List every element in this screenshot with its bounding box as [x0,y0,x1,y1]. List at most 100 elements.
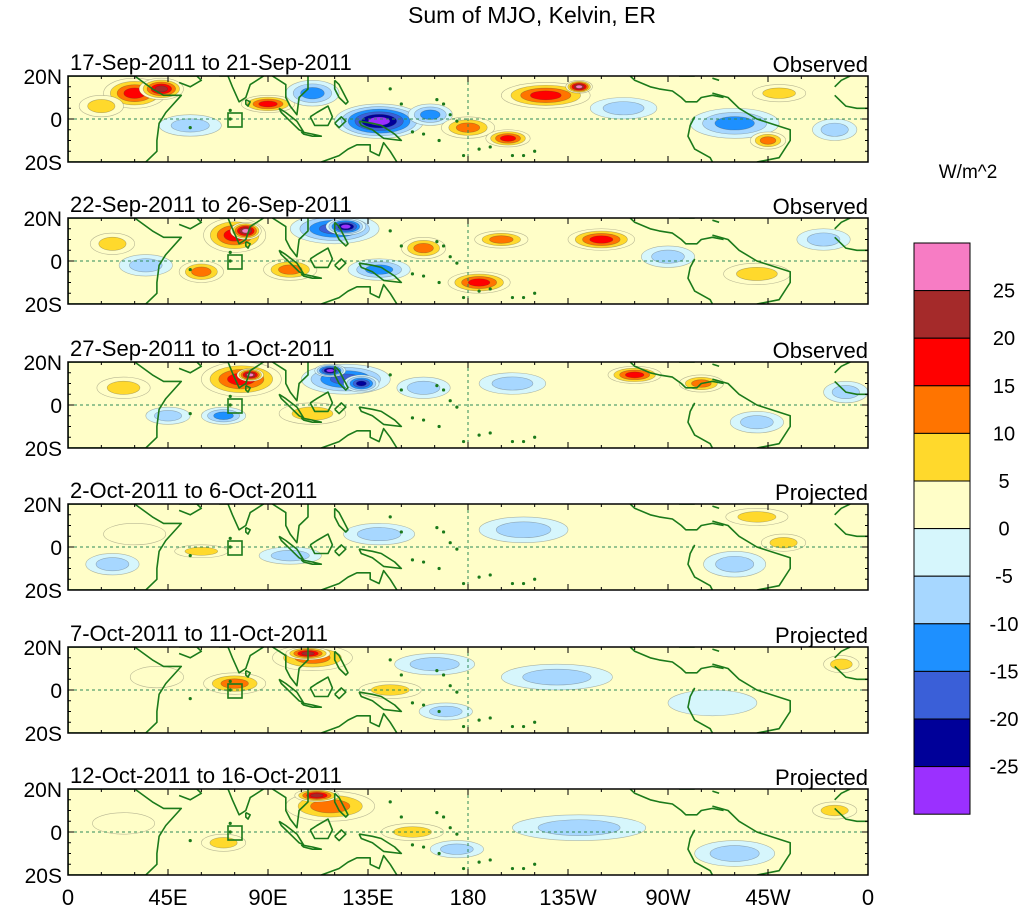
y-tick-label: 20N [23,208,62,231]
panel-period-label: 7-Oct-2011 to 11-Oct-2011 [70,621,328,646]
y-tick-label: 20S [25,580,62,603]
anomaly-blob-8-level-6 [340,224,351,229]
anomaly-blob-12-level-6 [575,84,583,89]
panel-period-label: 27-Sep-2011 to 1-Oct-2011 [70,336,335,361]
anomaly-field [68,789,868,875]
colorbar-tick-label: -25 [990,757,1019,779]
anomaly-blob-6-level-3 [278,264,303,275]
anomaly-blob-2-level-2 [95,557,130,572]
anomaly-blob-2-level-5 [154,85,168,93]
anomaly-blob-8-level-2 [522,668,592,686]
anomaly-blob-10-level-4 [499,135,517,142]
y-tick-label: 0 [50,251,62,274]
index-region-box [227,112,243,128]
colorbar-tick-label: -15 [990,661,1019,683]
colorbar-swatch [913,766,971,815]
colorbar-swatch [913,290,971,339]
y-tick-label: 0 [50,109,62,132]
anomaly-blob-13-level-4 [589,235,614,244]
anomaly-blob-5-level-2 [356,527,402,542]
y-tick-label: 0 [50,537,62,560]
panel-type-label: Observed [773,52,868,77]
x-tick-label: 90E [248,885,287,910]
anomaly-blob-7-level-2 [537,819,621,836]
anomaly-blob-5-level-3 [191,266,212,277]
colorbar-tick-label: 10 [993,423,1015,445]
anomaly-blob-3-level-2 [87,99,116,114]
anomaly-blob-12-level-3 [489,235,514,244]
x-tick-label: 0 [62,885,74,910]
anomaly-blob-14-level-2 [740,415,774,430]
anomaly-blob-6-level-2 [495,521,552,539]
anomaly-blob-8-level-3 [420,109,441,120]
y-tick-label: 20S [25,294,62,317]
anomaly-field [68,218,868,304]
index-region-box [227,254,243,270]
y-tick-label: 0 [50,680,62,703]
colorbar-swatch [913,528,971,577]
coastlines [68,76,868,162]
anomaly-blob-9-level-6 [326,368,335,373]
x-tick-label: 180 [450,885,487,910]
anomaly-blob-10-level-3 [413,243,434,254]
colorbar-tick-label: -5 [995,566,1013,588]
anomaly-blob-14-level-2 [651,249,685,264]
y-tick-label: 20N [23,637,62,660]
anomaly-blob-2-level-2 [209,837,238,849]
colorbar-tick-label: 15 [993,376,1015,398]
panel-type-label: Observed [773,194,868,219]
anomaly-blob-7-level-2 [737,511,777,523]
anomaly-blob-5-level-2 [370,684,410,696]
anomaly-blob-10-level-2 [830,658,853,670]
x-tick-label: 45W [745,885,790,910]
panels-group: 20N 0 20S 17-Sep-2011 to 21-Sep-2011 Observe… [23,50,869,888]
anomaly-blob-14-level-3 [714,116,755,131]
colorbar-swatch [913,623,971,672]
y-tick-label: 20S [25,152,62,175]
anomaly-field [68,504,868,590]
colorbar-tick-label: 25 [993,281,1015,303]
anomaly-blob-7-level-2 [409,657,460,672]
anomaly-blob-15-level-2 [736,266,778,281]
anomaly-field [68,76,868,162]
anomaly-blob-2-level-2 [129,258,163,273]
colorbar-swatch [913,385,971,434]
anomaly-blob-9-level-2 [820,804,849,817]
panel-type-label: Projected [775,623,868,648]
anomaly-blob-2-level-2 [154,410,182,422]
panel-period-label: 2-Oct-2011 to 6-Oct-2011 [70,478,317,503]
x-tick-label: 135W [539,885,597,910]
colorbar-swatch [913,337,971,387]
colorbar-swatch [913,575,971,625]
panel-type-label: Projected [775,765,868,790]
anomaly-blob-8-level-2 [715,555,755,573]
index-region-box [227,398,243,414]
anomaly-blob-5-level-3 [213,411,234,420]
anomaly-blob-8-level-5 [355,380,367,387]
coastlines [68,647,868,733]
x-tick-label: 90W [645,885,690,910]
x-tick-label: 135E [342,885,393,910]
y-tick-label: 20N [23,494,62,517]
anomaly-blob-4-level-5 [310,793,324,798]
colorbar: W/m^2 25 20 15 10 5 0 -5 -10 -15 -20 -25 [913,162,1019,815]
y-tick-label: 20N [23,352,62,375]
anomaly-blob-12-level-4 [625,371,645,379]
anomaly-blob-1-level-2 [98,236,127,251]
anomaly-blob-9-level-2 [769,537,798,549]
index-region-box [227,683,243,699]
colorbar-swatch [913,480,971,530]
panel-period-label: 17-Sep-2011 to 21-Sep-2011 [70,50,352,75]
anomaly-blob-5-level-4 [258,100,278,108]
anomaly-blob-8-level-2 [709,845,760,862]
panel-4: 20N 0 20S 2-Oct-2011 to 6-Oct-2011 Projected [23,478,869,603]
panel-period-label: 22-Sep-2011 to 26-Sep-2011 [70,192,352,217]
anomaly-field [68,647,868,733]
anomaly-blob-9-level-1 [667,689,758,717]
x-axis: 0 45E 90E 135E 180 135W 90W 45W 0 [62,885,874,910]
colorbar-tick-label: -20 [990,709,1019,731]
colorbar-tick-label: 0 [998,519,1009,541]
coastlines [68,504,868,590]
anomaly-blob-10-level-2 [406,380,441,395]
